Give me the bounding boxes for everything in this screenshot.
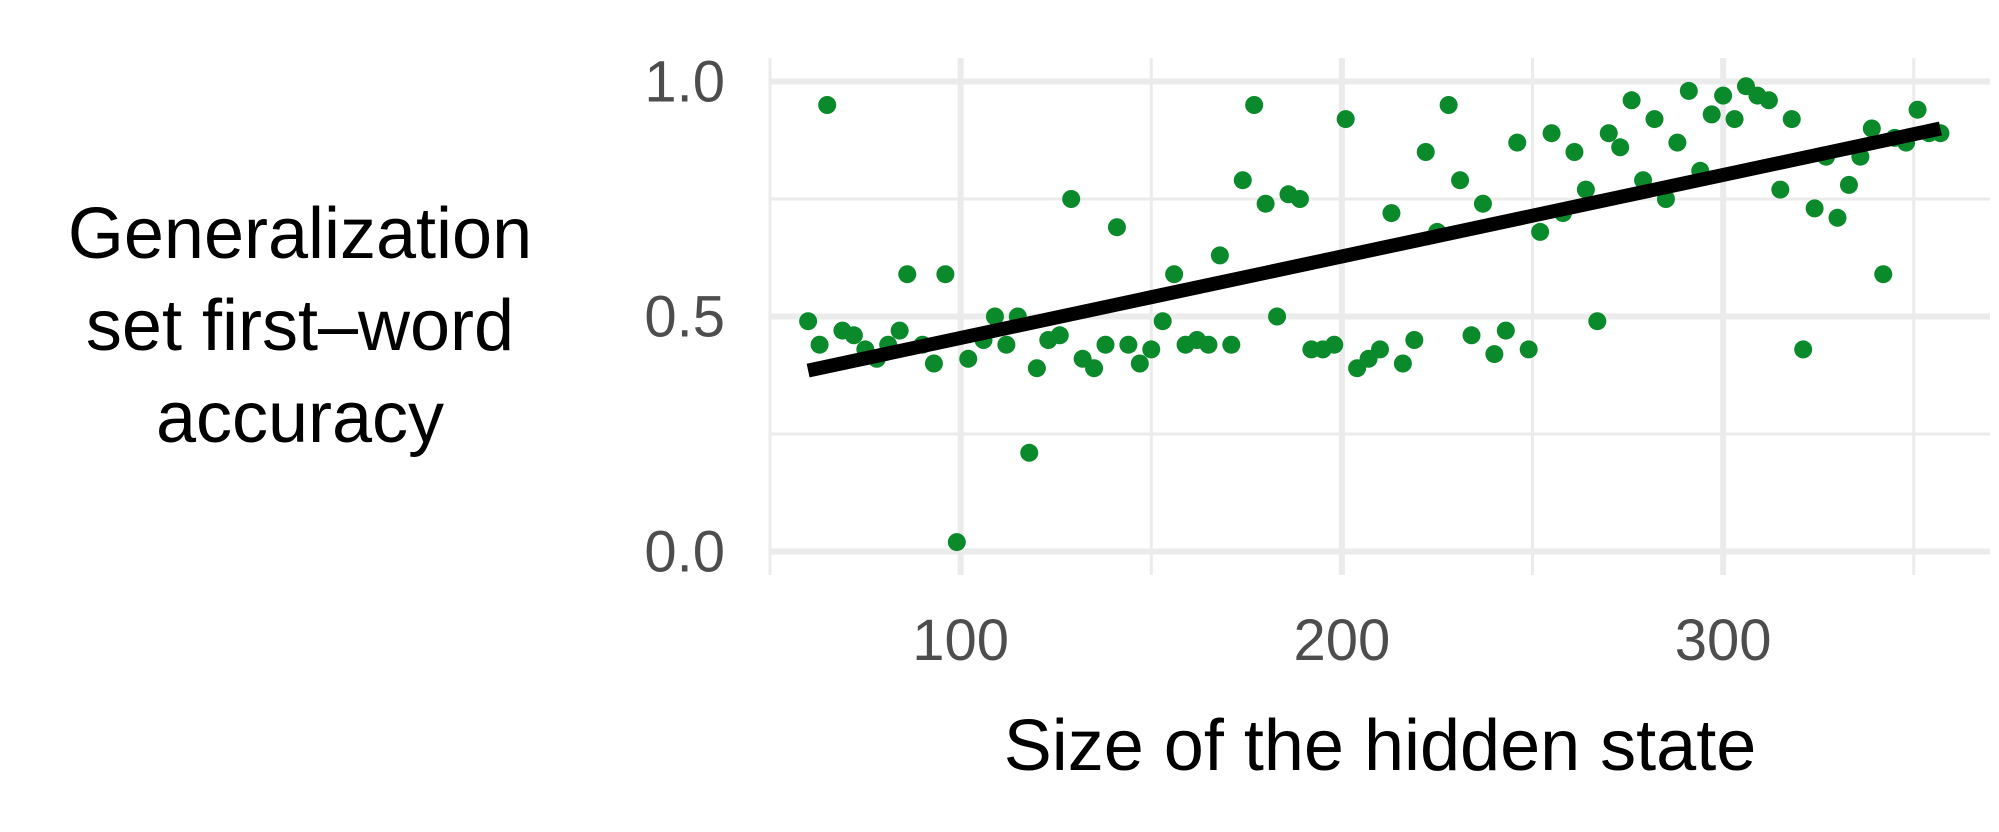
data-point [1485, 345, 1504, 364]
data-point [959, 349, 978, 368]
data-point [890, 321, 909, 340]
data-point [1062, 190, 1081, 208]
data-point [1565, 143, 1584, 161]
data-point [1210, 246, 1229, 265]
data-point [1874, 265, 1893, 284]
grid-lines [768, 58, 1990, 575]
x-tick-label: 300 [1675, 608, 1772, 673]
data-point [1451, 171, 1470, 190]
data-point [1256, 194, 1275, 213]
data-point [1199, 335, 1218, 354]
y-tick-label: 0.5 [644, 285, 725, 350]
data-point [1771, 180, 1790, 199]
data-point [1107, 218, 1126, 237]
data-point [1393, 354, 1412, 373]
data-point [1165, 265, 1184, 284]
data-point [1645, 110, 1664, 129]
data-point [1119, 335, 1138, 354]
y-tick-label: 0.0 [644, 520, 725, 585]
data-point [1130, 354, 1149, 373]
data-point [1725, 110, 1744, 129]
data-point [1439, 96, 1458, 114]
data-point [1702, 105, 1721, 124]
data-point [924, 354, 943, 373]
data-point [1588, 312, 1607, 331]
data-point [1839, 175, 1858, 194]
data-point [1050, 326, 1069, 345]
data-point [1714, 86, 1733, 105]
y-axis-title-line: set first–word [86, 286, 514, 366]
x-axis-ticks: 100 200 300 [912, 608, 1771, 673]
data-point [1496, 321, 1515, 340]
data-point [1531, 222, 1550, 241]
data-point [1085, 359, 1104, 378]
x-tick-label: 200 [1293, 608, 1390, 673]
data-point [1862, 119, 1881, 138]
data-point [1405, 331, 1424, 349]
data-point [1245, 96, 1264, 114]
data-point [1027, 359, 1046, 378]
data-point [1622, 91, 1641, 110]
data-point [1020, 443, 1039, 462]
data-point [1828, 208, 1847, 227]
x-tick-label: 100 [912, 608, 1009, 673]
data-point [947, 533, 966, 552]
trend-line [806, 121, 1942, 378]
data-point [1325, 335, 1344, 354]
data-point [810, 335, 829, 354]
y-axis-title-line: accuracy [156, 378, 444, 458]
data-point [1542, 124, 1561, 143]
data-point [818, 96, 837, 114]
data-point [1096, 335, 1115, 354]
trend-line-group [806, 121, 1942, 378]
data-point [936, 265, 955, 284]
data-point [1519, 340, 1538, 359]
data-point [997, 335, 1016, 354]
data-point [1782, 110, 1801, 129]
data-point [1611, 138, 1630, 157]
data-point [1233, 171, 1252, 190]
data-point [1599, 124, 1618, 143]
data-point [1576, 180, 1595, 199]
data-point [1759, 91, 1778, 110]
data-point [1268, 307, 1287, 326]
data-point [1679, 81, 1698, 100]
data-point [1416, 143, 1435, 161]
data-point [1473, 194, 1492, 213]
data-point [1908, 100, 1927, 119]
x-axis-title: Size of the hidden state [1004, 706, 1757, 786]
y-axis-title-line: Generalization [68, 194, 532, 274]
data-point [1290, 190, 1309, 208]
data-point [1371, 340, 1389, 359]
data-point [1222, 335, 1241, 354]
data-point [844, 326, 863, 345]
data-point [1142, 340, 1161, 359]
data-point [1153, 312, 1172, 331]
data-point [1382, 204, 1401, 223]
y-axis-title: Generalization set first–word accuracy [68, 194, 532, 458]
data-point [985, 307, 1004, 326]
data-point [1794, 340, 1813, 359]
data-point [1508, 133, 1527, 152]
data-point [799, 312, 818, 331]
data-point [1462, 326, 1481, 345]
data-point [1336, 110, 1355, 129]
data-point [1805, 199, 1824, 218]
data-point [1668, 133, 1687, 152]
y-tick-label: 1.0 [644, 50, 725, 115]
data-point [898, 265, 917, 284]
y-axis-ticks: 0.0 0.5 1.0 [644, 50, 725, 585]
